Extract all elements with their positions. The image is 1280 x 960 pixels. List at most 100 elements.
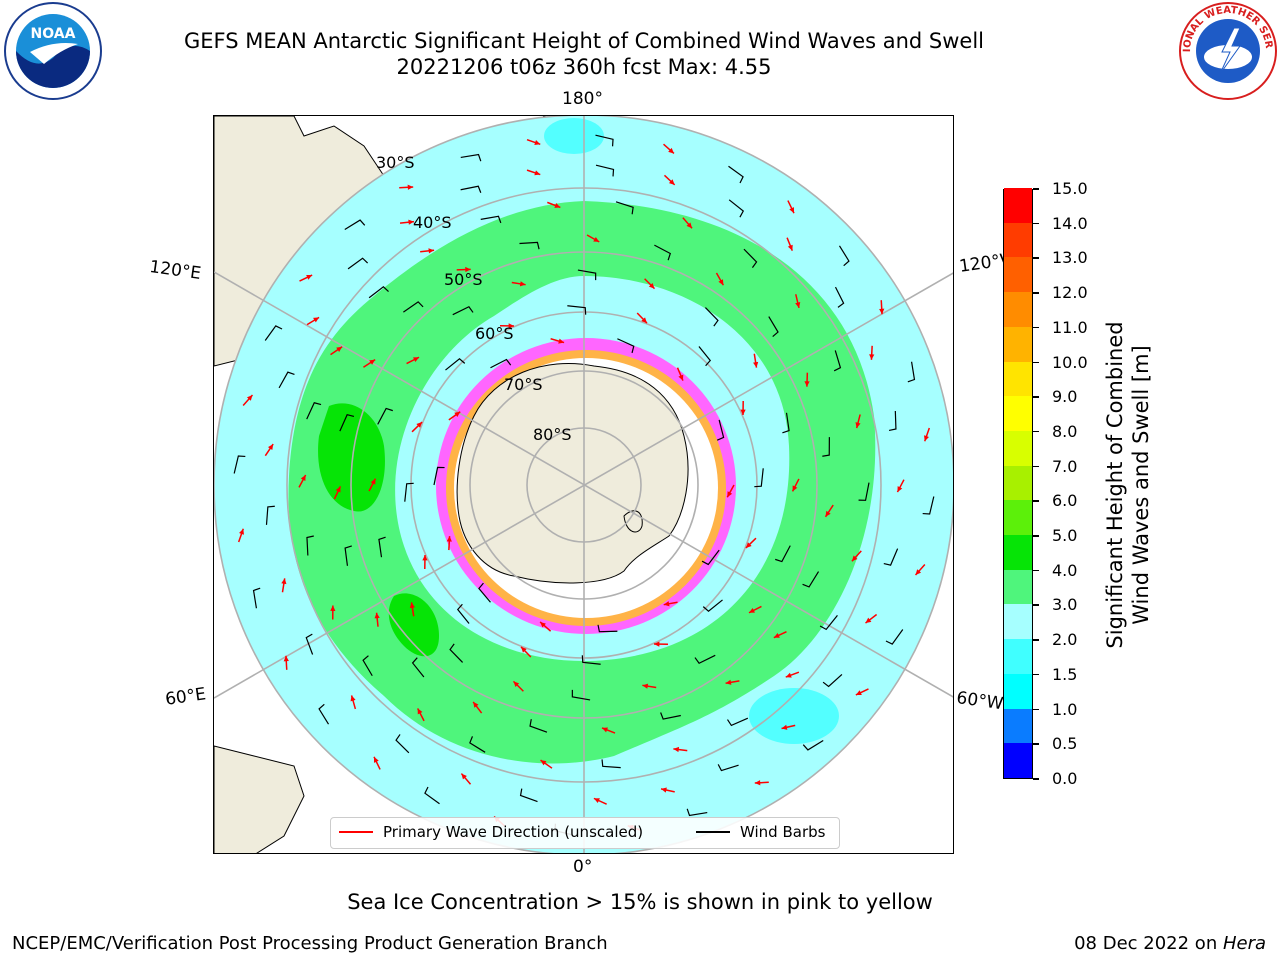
wind-barb [404, 482, 414, 502]
wave-direction-arrowhead [686, 222, 693, 229]
longitude-label-60e: 60°E [164, 684, 208, 710]
wind-barb [278, 371, 295, 389]
colorbar-tick-mark [1033, 326, 1039, 329]
wave-direction-arrowhead [795, 302, 801, 308]
wave-direction-arrowhead [413, 357, 420, 363]
wind-barb [698, 346, 712, 367]
wind-barb [460, 185, 482, 193]
wave-direction-arrowhead [593, 798, 600, 803]
wind-barb [883, 548, 899, 566]
wind-barb [519, 788, 538, 803]
wave-direction-arrowhead [422, 554, 428, 561]
colorbar-tick-mark [1033, 361, 1039, 364]
colorbar-tick-mark [1033, 430, 1039, 433]
latitude-label-50s: 50°S [444, 270, 483, 289]
wind-barb [233, 455, 246, 474]
colorbar-tick-mark [1033, 396, 1039, 398]
colorbar-segment [1004, 742, 1032, 778]
wind-barb [802, 739, 824, 751]
colorbar-tick-mark [1033, 604, 1039, 606]
colorbar-title-text: Significant Height of Combined Wind Waves… [1103, 321, 1153, 649]
colorbar-tick-label: 0.5 [1052, 734, 1078, 754]
wind-barb [264, 325, 283, 341]
colorbar-tick-label: 0.0 [1052, 769, 1078, 788]
wave-direction-arrowhead [725, 679, 732, 685]
wave-direction-arrowhead [924, 435, 929, 442]
wave-direction-arrowhead [727, 491, 733, 498]
colorbar-tick-label: 10.0 [1052, 352, 1088, 372]
wave-direction-arrowhead [374, 756, 379, 763]
wave-direction-arrowhead [855, 422, 861, 429]
wind-barb [922, 496, 935, 515]
colorbar-tick-mark [1033, 257, 1039, 259]
longitude-label-120e: 120°E [148, 257, 203, 285]
wind-barb [686, 808, 708, 817]
wave-direction-arrowhead [513, 681, 520, 688]
wave-direction-arrowhead [446, 536, 452, 542]
wave-direction-arrowhead [454, 411, 461, 418]
wind-barb [838, 245, 850, 267]
wave-direction-arrowhead [641, 317, 647, 324]
wave-direction-arrowhead [300, 475, 306, 482]
wind-barb [433, 466, 445, 486]
colorbar-tick-label: 6.0 [1052, 491, 1078, 511]
wave-field-4-5m-atlantic [388, 593, 439, 657]
wind-barb [907, 361, 916, 383]
wave-direction-arrowhead [653, 641, 660, 647]
wind-barb [728, 199, 745, 218]
colorbar-tick-label: 15.0 [1052, 179, 1088, 198]
colorbar-segment [1004, 326, 1032, 362]
wind-barb [834, 286, 845, 308]
wave-direction-arrowhead [416, 422, 423, 428]
wave-direction-arrowhead [745, 542, 752, 548]
wind-barb [362, 655, 373, 677]
wind-barb [858, 482, 870, 501]
wind-barb [581, 655, 601, 665]
graticule [214, 116, 953, 853]
latitude-label-60s: 60°S [475, 324, 514, 343]
wind-barb [597, 624, 618, 633]
wind-barb [403, 301, 424, 313]
wave-direction-arrowhead [748, 607, 755, 613]
wave-direction-arrowhead [521, 646, 527, 653]
wave-direction-arrowhead [781, 724, 788, 730]
wave-direction-arrowhead [428, 248, 435, 254]
longitude-label-0: 0° [573, 857, 593, 877]
wind-barb [306, 402, 322, 420]
wave-direction-arrowhead [239, 528, 244, 535]
wind-barb [571, 689, 591, 701]
wave-direction-arrowhead [370, 478, 376, 485]
wind-barb [617, 338, 635, 354]
wind-barb [768, 316, 779, 338]
wave-direction-arrowhead [246, 395, 253, 401]
wind-barb [305, 633, 314, 655]
wave-direction-arrowhead [897, 486, 903, 493]
footer-date: 08 Dec 2022 on Hera [1074, 933, 1266, 954]
colorbar-tick-mark [1033, 743, 1039, 745]
wind-barb [368, 286, 389, 299]
wave-direction-arrowhead [281, 578, 287, 585]
wind-barb [615, 201, 634, 215]
colorbar-tick-label: 12.0 [1052, 283, 1088, 303]
colorbar-segment [1004, 291, 1032, 327]
latitude-label-30s: 30°S [376, 153, 415, 172]
wind-barbs-legend-label: Wind Barbs [740, 823, 826, 841]
wind-barb [694, 654, 716, 664]
latitude-label-40s: 40°S [413, 213, 452, 232]
wave-direction-arrowhead [789, 207, 794, 214]
wave-direction-arrowhead [754, 780, 761, 786]
wave-direction-arrowhead [461, 773, 467, 780]
wind-barb [822, 437, 830, 457]
wind-barb [378, 536, 386, 558]
wave-direction-arrowhead [642, 683, 649, 689]
wave-direction-arrowhead [865, 617, 872, 624]
wind-barb [567, 305, 587, 315]
wind-barb [888, 411, 897, 432]
latitude-label-70s: 70°S [504, 375, 543, 394]
colorbar-segment [1004, 187, 1032, 223]
wind-barb [377, 407, 393, 425]
colorbar-tick-mark [1033, 708, 1039, 711]
wind-barb [449, 643, 464, 663]
wind-barb [469, 736, 486, 753]
colorbar-tick-label: 1.5 [1052, 664, 1078, 684]
